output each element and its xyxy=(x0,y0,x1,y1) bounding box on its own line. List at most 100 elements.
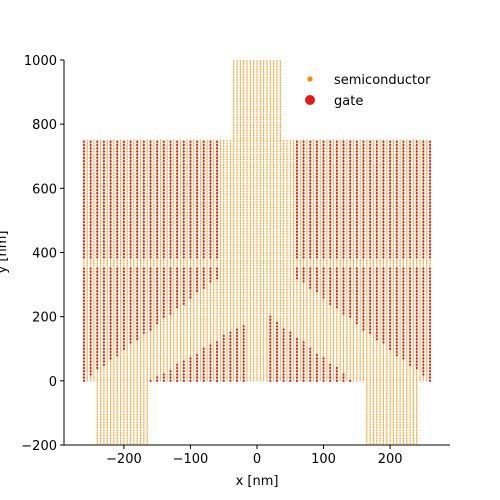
semiconductor-point xyxy=(177,178,178,179)
semiconductor-point xyxy=(93,244,94,245)
semiconductor-point xyxy=(177,321,178,322)
semiconductor-point xyxy=(157,279,158,280)
semiconductor-point xyxy=(103,327,104,328)
semiconductor-point xyxy=(167,239,168,240)
semiconductor-point xyxy=(127,358,128,359)
semiconductor-point xyxy=(180,215,181,216)
semiconductor-point xyxy=(180,236,181,237)
semiconductor-point xyxy=(180,281,181,282)
semiconductor-point xyxy=(90,337,91,338)
semiconductor-point xyxy=(180,303,181,304)
semiconductor-point xyxy=(97,245,98,246)
semiconductor-point xyxy=(160,355,161,356)
semiconductor-point xyxy=(170,314,171,315)
semiconductor-point xyxy=(190,334,191,335)
semiconductor-point xyxy=(120,144,121,145)
semiconductor-point xyxy=(173,189,174,190)
semiconductor-point xyxy=(103,367,104,368)
semiconductor-point xyxy=(157,345,158,346)
semiconductor-point xyxy=(93,202,94,203)
semiconductor-point xyxy=(100,319,101,320)
semiconductor-point xyxy=(93,229,94,230)
semiconductor-point xyxy=(103,359,104,360)
semiconductor-point xyxy=(180,178,181,179)
semiconductor-point xyxy=(180,311,181,312)
semiconductor-point xyxy=(110,298,111,299)
semiconductor-point xyxy=(143,217,144,218)
semiconductor-point xyxy=(177,245,178,246)
semiconductor-point xyxy=(113,193,114,194)
semiconductor-point xyxy=(180,233,181,234)
semiconductor-point xyxy=(100,194,101,195)
semiconductor-point xyxy=(190,245,191,246)
semiconductor-point xyxy=(103,204,104,205)
semiconductor-point xyxy=(113,308,114,309)
semiconductor-point xyxy=(150,327,151,328)
semiconductor-point xyxy=(123,340,124,341)
semiconductor-point xyxy=(187,205,188,206)
semiconductor-point xyxy=(93,350,94,351)
semiconductor-point xyxy=(180,167,181,168)
semiconductor-point xyxy=(157,175,158,176)
semiconductor-point xyxy=(100,140,101,141)
semiconductor-point xyxy=(183,252,184,253)
semiconductor-point xyxy=(183,156,184,157)
semiconductor-point xyxy=(173,331,174,332)
semiconductor-point xyxy=(97,282,98,283)
semiconductor-point xyxy=(97,168,98,169)
semiconductor-point xyxy=(83,191,84,192)
semiconductor-point xyxy=(153,345,154,346)
semiconductor-point xyxy=(123,252,124,253)
semiconductor-point xyxy=(130,149,131,150)
semiconductor-point xyxy=(183,345,184,346)
semiconductor-point xyxy=(180,292,181,293)
semiconductor-point xyxy=(133,298,134,299)
semiconductor-point xyxy=(107,351,108,352)
semiconductor-point xyxy=(97,191,98,192)
semiconductor-point xyxy=(190,282,191,283)
semiconductor-point xyxy=(187,162,188,163)
semiconductor-point xyxy=(170,353,171,354)
semiconductor-point xyxy=(127,159,128,160)
semiconductor-point xyxy=(93,254,94,255)
semiconductor-point xyxy=(130,266,131,267)
semiconductor-point xyxy=(113,189,114,190)
semiconductor-point xyxy=(90,217,91,218)
semiconductor-point xyxy=(157,162,158,163)
semiconductor-point xyxy=(143,305,144,306)
semiconductor-point xyxy=(100,334,101,335)
semiconductor-point xyxy=(120,321,121,322)
semiconductor-point xyxy=(130,143,131,144)
semiconductor-point xyxy=(150,298,151,299)
semiconductor-point xyxy=(147,141,148,142)
semiconductor-point xyxy=(137,361,138,362)
semiconductor-point xyxy=(167,204,168,205)
semiconductor-point xyxy=(143,345,144,346)
semiconductor-point xyxy=(83,220,84,221)
semiconductor-point xyxy=(113,199,114,200)
semiconductor-point xyxy=(167,213,168,214)
semiconductor-point xyxy=(127,294,128,295)
semiconductor-point xyxy=(117,363,118,364)
semiconductor-point xyxy=(110,318,111,319)
semiconductor-point xyxy=(103,311,104,312)
semiconductor-point xyxy=(127,298,128,299)
semiconductor-point xyxy=(160,177,161,178)
semiconductor-point xyxy=(140,329,141,330)
semiconductor-point xyxy=(113,276,114,277)
semiconductor-point xyxy=(140,374,141,375)
semiconductor-point xyxy=(143,314,144,315)
semiconductor-point xyxy=(120,165,121,166)
semiconductor-point xyxy=(180,347,181,348)
semiconductor-point xyxy=(173,210,174,211)
semiconductor-point xyxy=(107,250,108,251)
semiconductor-point xyxy=(140,226,141,227)
semiconductor-point xyxy=(107,327,108,328)
semiconductor-point xyxy=(87,157,88,158)
semiconductor-point xyxy=(87,228,88,229)
semiconductor-point xyxy=(153,286,154,287)
semiconductor-point xyxy=(133,367,134,368)
semiconductor-point xyxy=(93,236,94,237)
semiconductor-point xyxy=(143,308,144,309)
semiconductor-point xyxy=(173,322,174,323)
